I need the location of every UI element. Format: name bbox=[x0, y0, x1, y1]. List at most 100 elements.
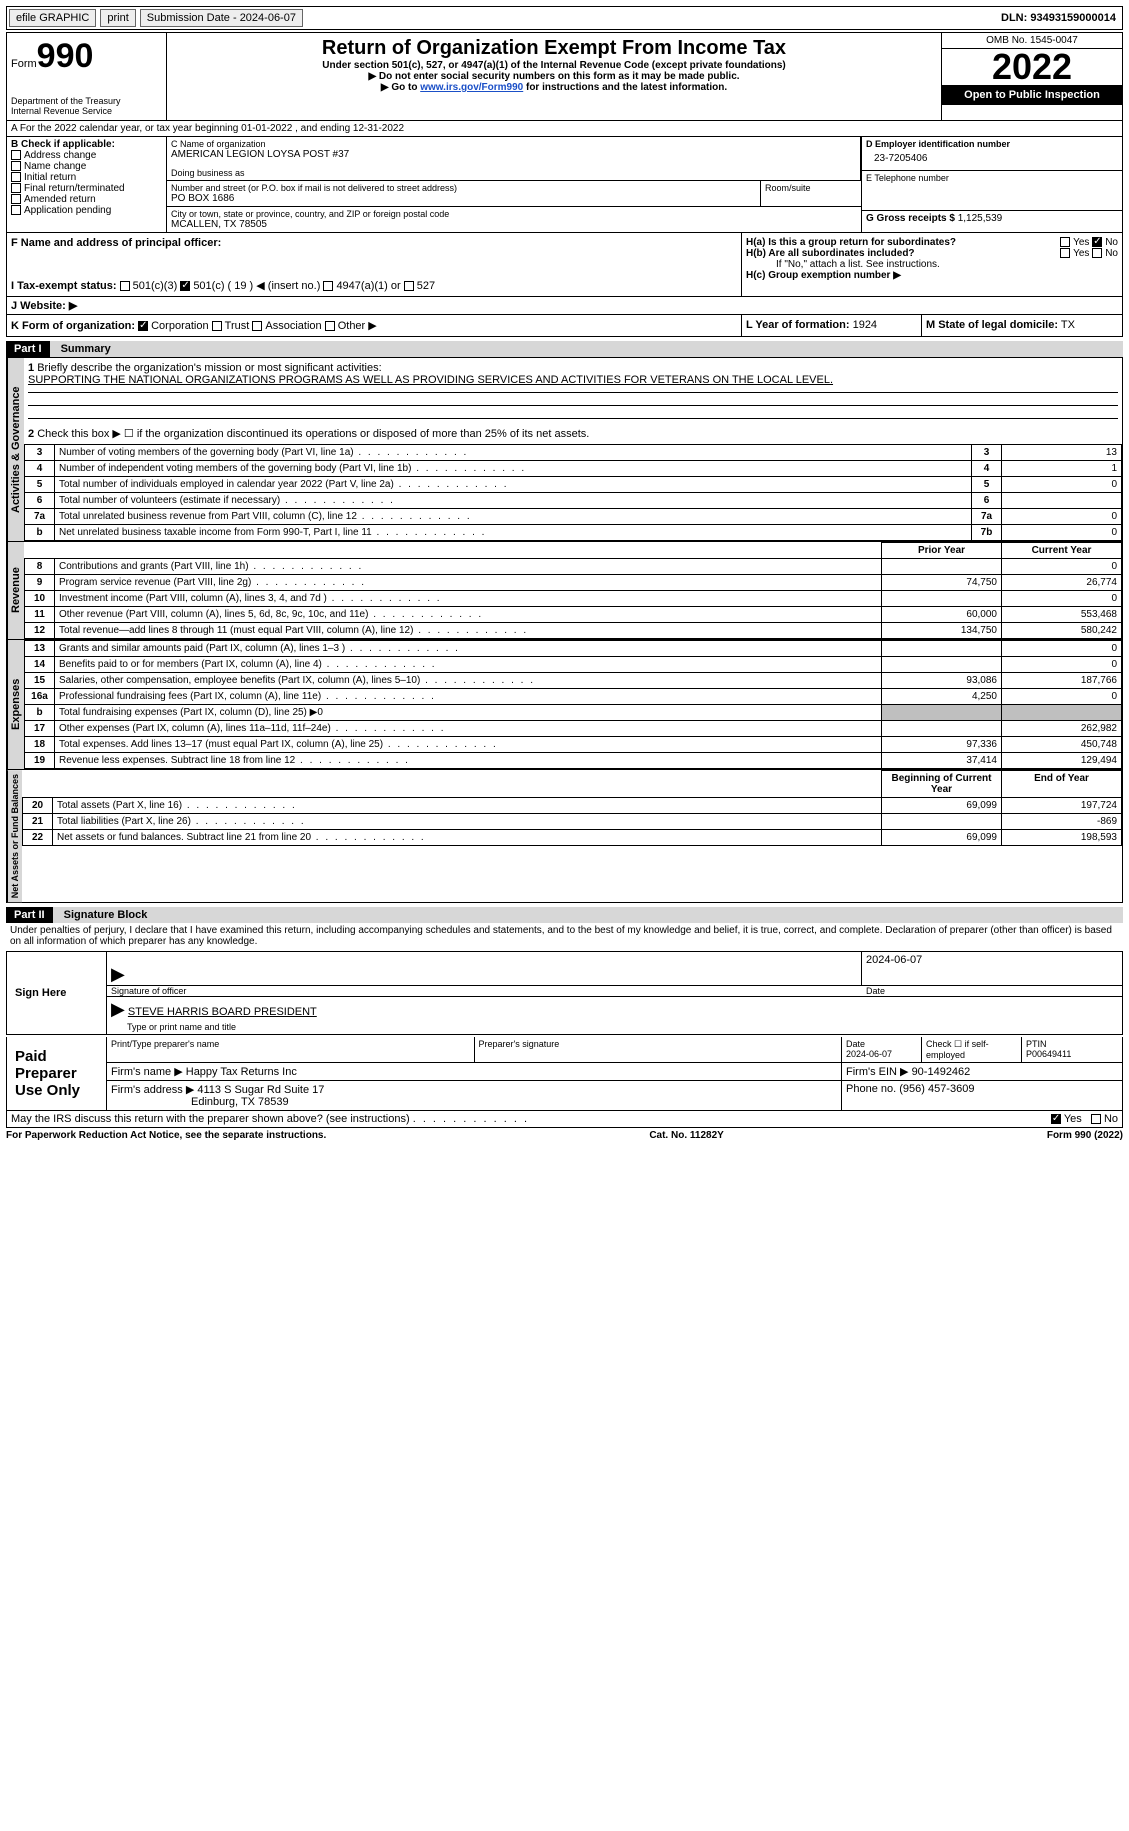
box-m-label: M State of legal domicile: bbox=[926, 319, 1058, 331]
hb-yes[interactable] bbox=[1060, 248, 1070, 258]
sig-officer-label: Signature of officer bbox=[107, 986, 862, 996]
footer-mid: Cat. No. 11282Y bbox=[649, 1130, 723, 1141]
type-name-label: Type or print name and title bbox=[107, 1022, 1122, 1034]
k-trust[interactable] bbox=[212, 321, 222, 331]
yes-lbl: Yes bbox=[1073, 237, 1089, 248]
tax-year: 2022 bbox=[942, 49, 1122, 85]
side-net: Net Assets or Fund Balances bbox=[7, 770, 22, 902]
side-rev: Revenue bbox=[7, 542, 24, 639]
boxb-check[interactable] bbox=[11, 150, 21, 160]
check-501c3[interactable] bbox=[120, 281, 130, 291]
part2-heading: Signature Block bbox=[56, 909, 148, 921]
may-irs: May the IRS discuss this return with the… bbox=[11, 1113, 410, 1125]
firm-addr2: Edinburg, TX 78539 bbox=[111, 1096, 289, 1108]
box-l-val: 1924 bbox=[853, 319, 877, 331]
boxb-check[interactable] bbox=[11, 194, 21, 204]
addr-label: Number and street (or P.O. box if mail i… bbox=[171, 183, 756, 193]
yes-lbl2: Yes bbox=[1073, 248, 1089, 259]
ptin-val: P00649411 bbox=[1026, 1049, 1071, 1059]
ha-yes[interactable] bbox=[1060, 237, 1070, 247]
dept-label: Department of the Treasury bbox=[11, 96, 162, 106]
form-sub1: Under section 501(c), 527, or 4947(a)(1)… bbox=[171, 60, 937, 71]
org-addr: PO BOX 1686 bbox=[171, 193, 756, 204]
top-toolbar: efile GRAPHIC print Submission Date - 20… bbox=[6, 6, 1123, 30]
hb-note: If "No," attach a list. See instructions… bbox=[746, 259, 1118, 270]
ha-label: H(a) Is this a group return for subordin… bbox=[746, 237, 956, 248]
firm-addr-label: Firm's address ▶ bbox=[111, 1084, 194, 1096]
line-a: A For the 2022 calendar year, or tax yea… bbox=[6, 121, 1123, 137]
ein-label: D Employer identification number bbox=[866, 139, 1118, 149]
irs-link[interactable]: www.irs.gov/Form990 bbox=[420, 82, 523, 93]
firm-name: Happy Tax Returns Inc bbox=[186, 1066, 297, 1078]
hb-no[interactable] bbox=[1092, 248, 1102, 258]
d-yes: Yes bbox=[1064, 1113, 1082, 1125]
line1-text: SUPPORTING THE NATIONAL ORGANIZATIONS PR… bbox=[28, 374, 833, 386]
phone-val: (956) 457-3609 bbox=[899, 1083, 974, 1095]
gross-value: 1,125,539 bbox=[958, 213, 1003, 224]
box-f-label: F Name and address of principal officer: bbox=[11, 237, 221, 249]
lbl-501c3: 501(c)(3) bbox=[133, 280, 178, 292]
box-l-label: L Year of formation: bbox=[746, 319, 850, 331]
lbl-other: Other ▶ bbox=[338, 320, 377, 332]
lbl-4947: 4947(a)(1) or bbox=[336, 280, 400, 292]
ha-no[interactable] bbox=[1092, 237, 1102, 247]
boxb-check[interactable] bbox=[11, 183, 21, 193]
sig-date-label: Date bbox=[862, 986, 1122, 996]
phone-e-label: E Telephone number bbox=[866, 173, 1118, 183]
efile-button[interactable]: efile GRAPHIC bbox=[9, 9, 96, 27]
hb-label: H(b) Are all subordinates included? bbox=[746, 248, 915, 259]
line2: Check this box ▶ ☐ if the organization d… bbox=[37, 428, 589, 440]
k-assoc[interactable] bbox=[252, 321, 262, 331]
form-sub2: ▶ Do not enter social security numbers o… bbox=[171, 71, 937, 82]
check-4947[interactable] bbox=[323, 281, 333, 291]
box-i-label: I Tax-exempt status: bbox=[11, 280, 117, 292]
print-button[interactable]: print bbox=[100, 9, 135, 27]
paid-preparer: Paid Preparer Use Only bbox=[7, 1037, 107, 1110]
side-exp: Expenses bbox=[7, 640, 24, 769]
officer-name: STEVE HARRIS BOARD PRESIDENT bbox=[128, 1006, 317, 1018]
date-val: 2024-06-07 bbox=[846, 1049, 892, 1059]
penalties: Under penalties of perjury, I declare th… bbox=[6, 923, 1123, 949]
check-self: Check ☐ if self-employed bbox=[922, 1037, 1022, 1062]
hc-label: H(c) Group exemption number ▶ bbox=[746, 270, 901, 281]
sig-date-val: 2024-06-07 bbox=[866, 954, 922, 966]
box-b: B Check if applicable: Address changeNam… bbox=[7, 137, 167, 232]
org-city: MCALLEN, TX 78505 bbox=[171, 219, 857, 230]
lbl-527: 527 bbox=[417, 280, 435, 292]
ptin-label: PTIN bbox=[1026, 1039, 1047, 1049]
prep-name-label: Print/Type preparer's name bbox=[107, 1037, 475, 1062]
boxb-check[interactable] bbox=[11, 205, 21, 215]
room-label: Room/suite bbox=[761, 181, 861, 206]
d-no: No bbox=[1104, 1113, 1118, 1125]
form-sub3b: for instructions and the latest informat… bbox=[523, 82, 727, 93]
form-sub3a: ▶ Go to bbox=[381, 82, 420, 93]
sign-here: Sign Here bbox=[7, 952, 107, 1034]
line1-label: Briefly describe the organization's miss… bbox=[37, 362, 381, 374]
boxb-check[interactable] bbox=[11, 161, 21, 171]
box-m-val: TX bbox=[1061, 319, 1075, 331]
box-j-label: J Website: ▶ bbox=[11, 300, 77, 312]
footer-left: For Paperwork Reduction Act Notice, see … bbox=[6, 1130, 326, 1141]
ein-value: 23-7205406 bbox=[866, 149, 1118, 168]
k-corp[interactable] bbox=[138, 321, 148, 331]
k-other[interactable] bbox=[325, 321, 335, 331]
firm-addr1: 4113 S Sugar Rd Suite 17 bbox=[197, 1084, 324, 1096]
gross-label: G Gross receipts $ bbox=[866, 213, 955, 224]
discuss-yes[interactable] bbox=[1051, 1114, 1061, 1124]
check-501c[interactable] bbox=[180, 281, 190, 291]
name-label: C Name of organization bbox=[171, 139, 856, 149]
no-lbl: No bbox=[1105, 237, 1118, 248]
firm-name-label: Firm's name ▶ bbox=[111, 1066, 183, 1078]
irs-label: Internal Revenue Service bbox=[11, 106, 162, 116]
form-title: Return of Organization Exempt From Incom… bbox=[171, 37, 937, 60]
side-ag: Activities & Governance bbox=[7, 358, 24, 541]
boxb-check[interactable] bbox=[11, 172, 21, 182]
lbl-corp: Corporation bbox=[151, 320, 208, 332]
check-527[interactable] bbox=[404, 281, 414, 291]
part2-title: Part II bbox=[6, 907, 53, 923]
box-b-title: B Check if applicable: bbox=[11, 139, 162, 150]
footer-right: Form 990 (2022) bbox=[1047, 1130, 1123, 1141]
form-number: 990 bbox=[37, 37, 94, 75]
part1-title: Part I bbox=[6, 341, 50, 357]
discuss-no[interactable] bbox=[1091, 1114, 1101, 1124]
